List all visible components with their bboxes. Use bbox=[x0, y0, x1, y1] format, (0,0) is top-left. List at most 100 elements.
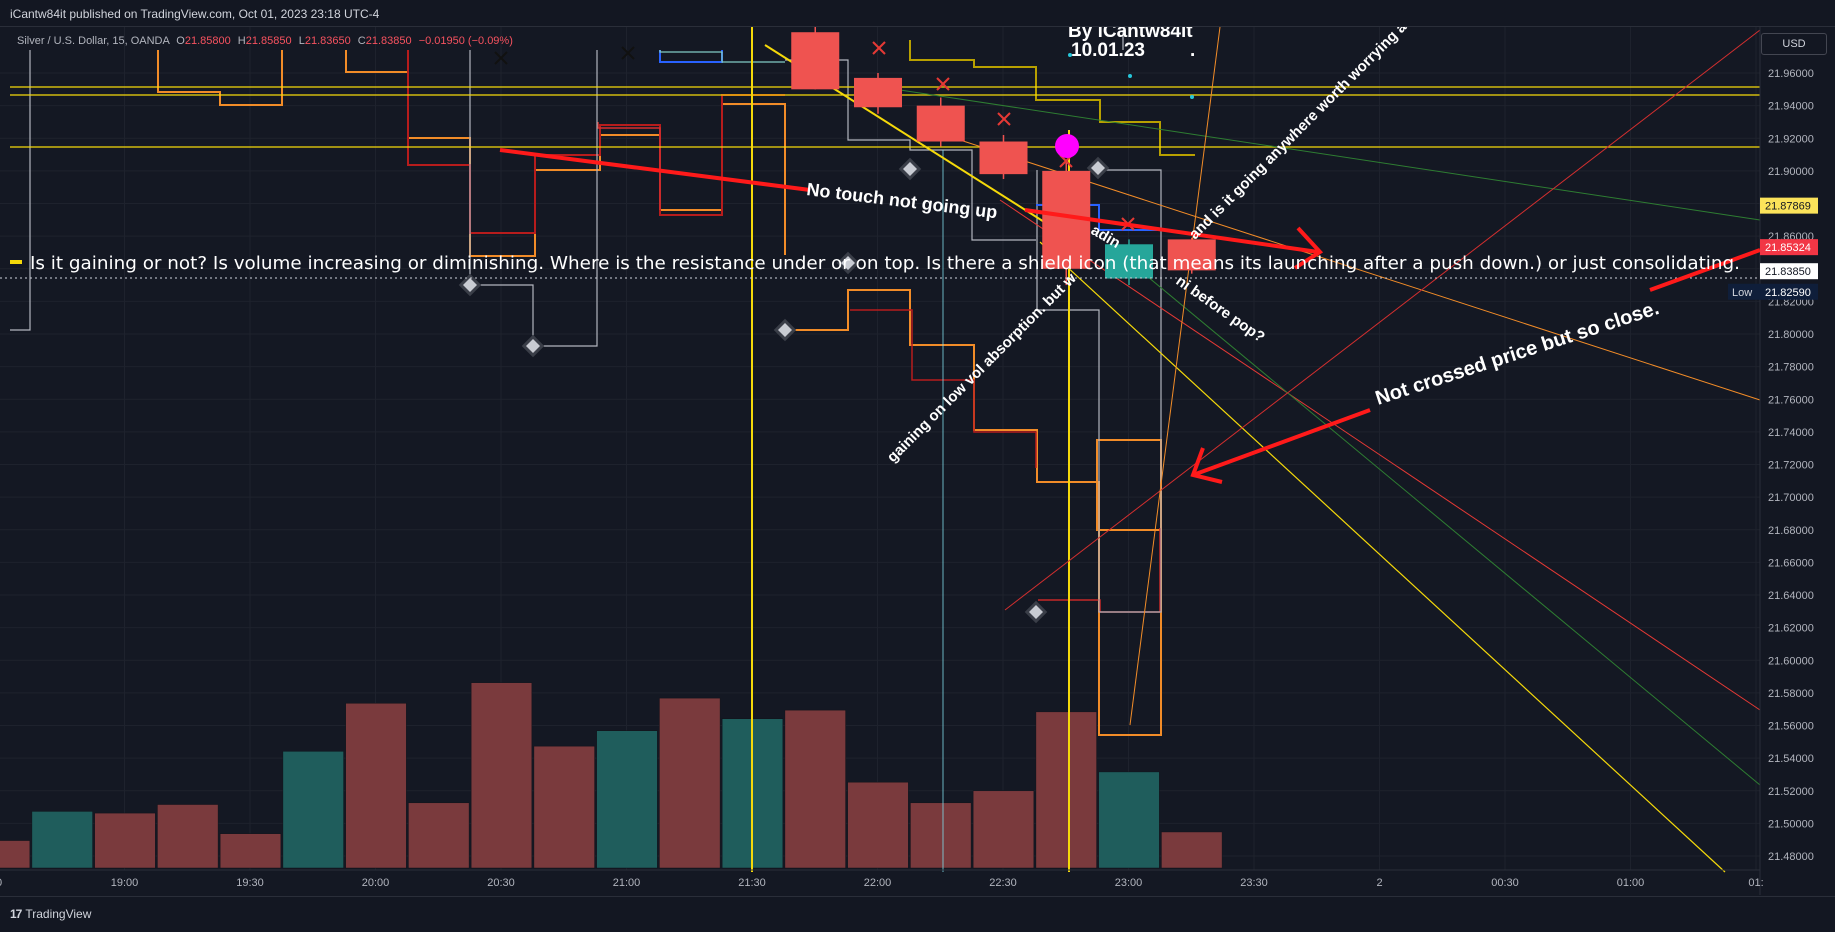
volume-bar bbox=[910, 802, 972, 869]
candle-body bbox=[1167, 239, 1216, 271]
open-value: 21.85800 bbox=[184, 35, 231, 47]
price-tick-label: 21.74000 bbox=[1768, 427, 1814, 439]
time-tick-label: 01: bbox=[1748, 877, 1763, 889]
time-tick-label: 20:00 bbox=[362, 877, 390, 889]
price-tag-box bbox=[1760, 263, 1818, 280]
volume-bar bbox=[659, 697, 721, 869]
price-tick-label: 21.72000 bbox=[1768, 460, 1814, 472]
candle-body bbox=[916, 105, 965, 142]
volume-bar bbox=[282, 751, 344, 869]
price-tick-label: 21.62000 bbox=[1768, 623, 1814, 635]
volume-bar bbox=[470, 682, 533, 869]
close-label: C bbox=[357, 35, 366, 47]
main-question-label: Is it gaining or not? Is volume increasi… bbox=[30, 254, 1740, 274]
time-tick-label: 21:00 bbox=[613, 877, 641, 889]
volume-bar bbox=[1161, 831, 1223, 869]
footer-bar: 17 TradingView bbox=[0, 896, 1835, 932]
price-tick-label: 21.64000 bbox=[1768, 590, 1814, 602]
time-tick-label: 2 bbox=[1376, 877, 1382, 889]
low-value: 21.83650 bbox=[304, 35, 351, 47]
price-axis-background bbox=[1760, 27, 1835, 895]
price-chart[interactable]: 21.9600021.9400021.9200021.9000021.88000… bbox=[0, 27, 1835, 895]
price-tag-label: Low bbox=[1732, 287, 1752, 299]
price-axis[interactable]: 21.9600021.9400021.9200021.9000021.88000… bbox=[1759, 27, 1835, 895]
signature-line-1: By iCantw84it bbox=[1068, 27, 1193, 42]
price-tick-label: 21.76000 bbox=[1768, 394, 1814, 406]
time-tick-label: 21:30 bbox=[738, 877, 766, 889]
volume-bar bbox=[596, 730, 658, 869]
price-tick-label: 21.50000 bbox=[1768, 818, 1814, 830]
price-tick-label: 21.94000 bbox=[1768, 101, 1814, 113]
time-tick-label: 22:30 bbox=[989, 877, 1017, 889]
volume-bar bbox=[533, 745, 595, 869]
price-tag-label-box bbox=[1728, 283, 1760, 300]
chart-background bbox=[0, 27, 1835, 895]
candle-body bbox=[854, 77, 902, 108]
price-tag-value: 21.82590 bbox=[1765, 287, 1811, 299]
price-tag-value: 21.85324 bbox=[1765, 242, 1811, 254]
currency-button[interactable]: USD bbox=[1761, 33, 1827, 55]
price-tags: 21.87869 21.85324 21.83850 21.82590 Low bbox=[1728, 197, 1818, 300]
signature-line-2: 10.01.23 bbox=[1071, 40, 1145, 61]
price-tick-label: 21.92000 bbox=[1768, 133, 1814, 145]
volume-bar bbox=[157, 804, 219, 869]
price-tick-label: 21.70000 bbox=[1768, 492, 1814, 504]
price-tag-box bbox=[1760, 239, 1818, 256]
time-tick-label: 19:30 bbox=[236, 877, 264, 889]
price-tick-label: 21.52000 bbox=[1768, 786, 1814, 798]
close-value: 21.83850 bbox=[365, 35, 412, 47]
volume-bar bbox=[0, 840, 31, 869]
volume-bar bbox=[1035, 711, 1097, 869]
price-tick-label: 21.80000 bbox=[1768, 329, 1814, 341]
price-tick-label: 21.60000 bbox=[1768, 655, 1814, 667]
magenta-marker bbox=[1055, 134, 1079, 158]
time-tick-label: 19:00 bbox=[111, 877, 139, 889]
volume-bar bbox=[345, 703, 407, 869]
time-tick-label: 01:00 bbox=[1617, 877, 1645, 889]
change-value: −0.01950 (−0.09%) bbox=[418, 35, 513, 47]
tradingview-logo-icon: 17 bbox=[10, 907, 22, 921]
tradingview-logo[interactable]: 17 TradingView bbox=[10, 907, 91, 921]
open-label: O bbox=[176, 35, 185, 47]
indicator-lines bbox=[10, 27, 1761, 873]
time-tick-label: 22:00 bbox=[864, 877, 892, 889]
high-label: H bbox=[237, 35, 246, 47]
symbol-name[interactable]: Silver / U.S. Dollar, 15, OANDA bbox=[17, 35, 170, 47]
publish-bar: iCantw84it published on TradingView.com,… bbox=[0, 0, 1835, 27]
publish-info: iCantw84it published on TradingView.com,… bbox=[10, 7, 380, 21]
volume-bar bbox=[408, 802, 470, 869]
price-tick-label: 21.78000 bbox=[1768, 362, 1814, 374]
low-label: L bbox=[298, 35, 305, 47]
price-tick-label: 21.68000 bbox=[1768, 525, 1814, 537]
candle-body bbox=[979, 141, 1028, 175]
candle-body bbox=[1105, 244, 1153, 279]
price-tag-box bbox=[1760, 197, 1818, 214]
price-tag-box bbox=[1760, 283, 1818, 300]
high-value: 21.85850 bbox=[245, 35, 292, 47]
volume-bar bbox=[847, 781, 909, 869]
price-tick-label: 21.96000 bbox=[1768, 68, 1814, 80]
price-tick-label: 21.56000 bbox=[1768, 721, 1814, 733]
price-tick-label: 21.90000 bbox=[1768, 166, 1814, 178]
price-tick-label: 21.48000 bbox=[1768, 851, 1814, 863]
price-tick-label: 21.58000 bbox=[1768, 688, 1814, 700]
volume-bar bbox=[94, 812, 156, 869]
time-tick-label: 00:30 bbox=[1491, 877, 1519, 889]
time-tick-label: 0 bbox=[0, 877, 2, 889]
time-axis[interactable]: 0 19:00 19:30 20:00 20:30 21:00 21:30 22:00 22:3… bbox=[0, 869, 1764, 889]
time-tick-label: 23:30 bbox=[1240, 877, 1268, 889]
signature-dot: . bbox=[1190, 40, 1195, 61]
volume-bar bbox=[1098, 771, 1160, 869]
price-tick-label: 21.54000 bbox=[1768, 753, 1814, 765]
series-legend[interactable]: Silver / U.S. Dollar, 15, OANDA O21.8580… bbox=[17, 35, 513, 47]
price-tag-value: 21.83850 bbox=[1765, 266, 1811, 278]
time-tick-label: 23:00 bbox=[1115, 877, 1143, 889]
volume-bar bbox=[972, 790, 1035, 869]
price-tick-label: 21.66000 bbox=[1768, 557, 1814, 569]
volume-bar bbox=[31, 811, 93, 869]
time-tick-label: 20:30 bbox=[487, 877, 515, 889]
price-tag-value: 21.87869 bbox=[1765, 201, 1811, 213]
candle-body bbox=[791, 32, 840, 90]
volume-pane bbox=[0, 682, 1223, 869]
volume-bar bbox=[784, 709, 846, 869]
